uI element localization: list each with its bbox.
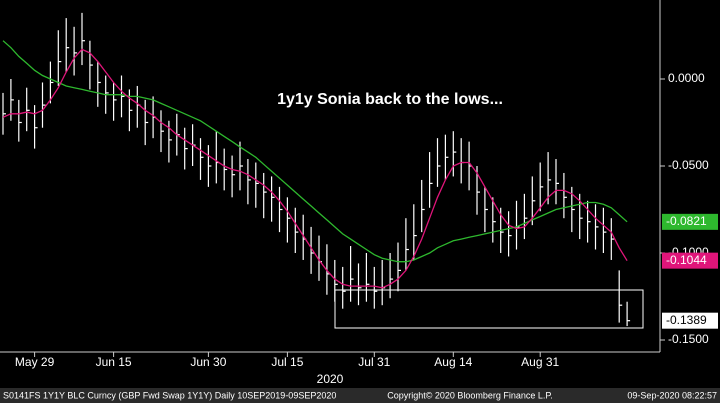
footer-right: 09-Sep-2020 08:22:57 bbox=[627, 390, 717, 400]
footer-bar bbox=[0, 388, 720, 403]
y-tick-label: 0.0000 bbox=[668, 71, 705, 85]
ma-line bbox=[2, 48, 628, 289]
last-value-label: -0.1044 bbox=[666, 253, 707, 267]
ma-line bbox=[2, 40, 628, 263]
x-tick-label: Jun 15 bbox=[96, 355, 132, 369]
last-value-box bbox=[662, 213, 718, 230]
x-tick-label: Aug 14 bbox=[434, 355, 472, 369]
last-value-label: -0.1389 bbox=[666, 313, 707, 327]
last-value-label: -0.0821 bbox=[666, 214, 707, 228]
x-tick-label: Jul 31 bbox=[358, 355, 390, 369]
last-value-box bbox=[662, 252, 718, 269]
x-tick-label: Jul 15 bbox=[271, 355, 303, 369]
y-tick-label: -0.0500 bbox=[668, 158, 709, 172]
last-value-box bbox=[662, 312, 718, 329]
annotation: 1y1y Sonia back to the lows... bbox=[277, 91, 503, 108]
footer-center: Copyright© 2020 Bloomberg Finance L.P. bbox=[387, 390, 553, 400]
year-label: 2020 bbox=[317, 372, 344, 386]
x-tick-label: Jun 30 bbox=[190, 355, 226, 369]
footer-left: S0141FS 1Y1Y BLC Curncy (GBP Fwd Swap 1Y… bbox=[3, 390, 336, 400]
highlight-box bbox=[334, 289, 644, 329]
x-tick-label: May 29 bbox=[15, 355, 55, 369]
x-tick-label: Aug 31 bbox=[521, 355, 559, 369]
y-tick-label: -0.1500 bbox=[668, 332, 709, 346]
